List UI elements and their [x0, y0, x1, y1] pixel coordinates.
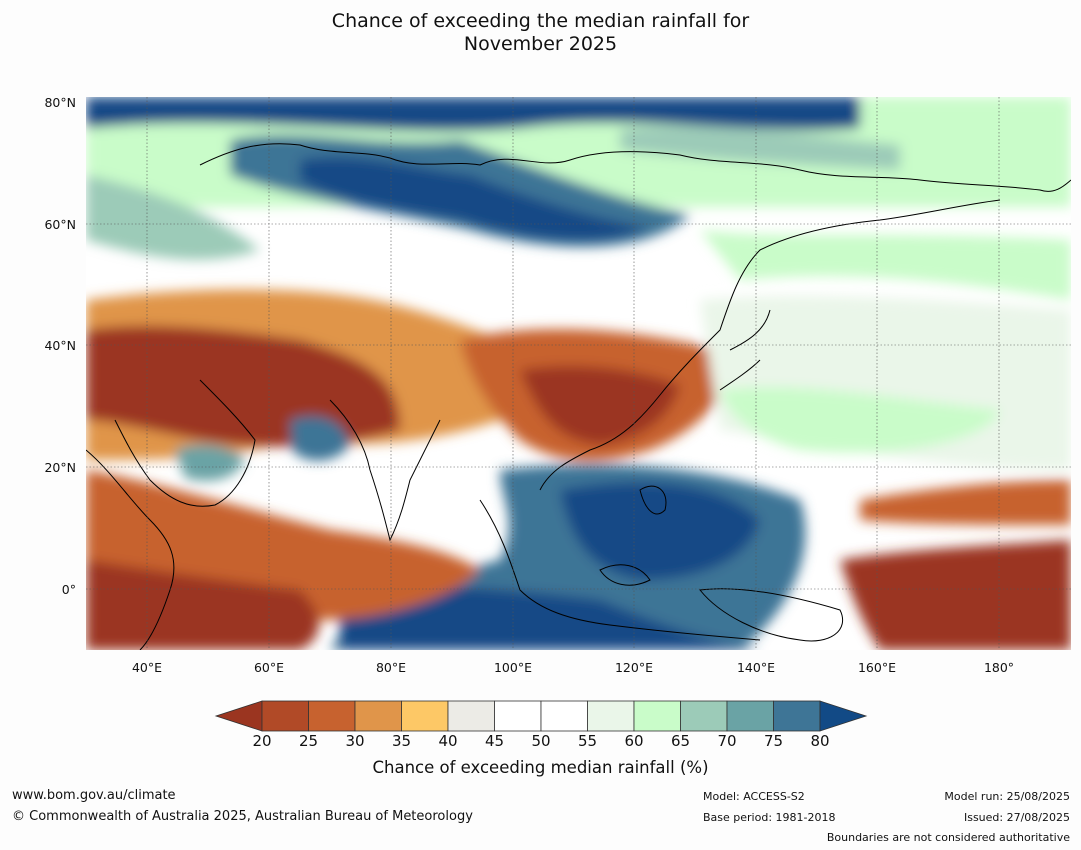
- colorbar-extend-high: [819, 700, 868, 732]
- footer-base-period: Base period: 1981-2018: [703, 811, 836, 824]
- lon-tick-160e: 160°E: [857, 660, 896, 675]
- lat-tick-0: 0°: [61, 582, 76, 597]
- footer-model-run: Model run: 25/08/2025: [944, 790, 1070, 803]
- colorbar-swatch: [494, 700, 542, 732]
- colorbar-extend-low: [214, 700, 263, 732]
- map-title-line-2: November 2025: [463, 33, 618, 55]
- colorbar-tick-label: 60: [624, 732, 644, 750]
- colorbar-swatch: [401, 700, 449, 732]
- colorbar-title: Chance of exceeding median rainfall (%): [372, 758, 709, 777]
- colorbar-tick-label: 50: [531, 732, 551, 750]
- colorbar-tick-label: 70: [717, 732, 737, 750]
- colorbar-swatch: [261, 700, 309, 732]
- colorbar-tick-label: 30: [345, 732, 365, 750]
- footer-disclaimer: Boundaries are not considered authoritat…: [826, 831, 1070, 844]
- lon-tick-80e: 80°E: [375, 660, 407, 675]
- colorbar-swatch: [587, 700, 635, 732]
- colorbar-swatch: [726, 700, 774, 732]
- lon-tick-180: 180°: [983, 660, 1015, 675]
- colorbar-tick-label: 45: [484, 732, 505, 750]
- colorbar-swatch: [447, 700, 495, 732]
- colorbar-tick-label: 25: [298, 732, 319, 750]
- map-title-line-1: Chance of exceeding the median rainfall …: [331, 10, 750, 32]
- footer-copyright: © Commonwealth of Australia 2025, Austra…: [12, 809, 473, 824]
- lat-tick-60n: 60°N: [44, 217, 76, 232]
- colorbar-tick-label: 20: [252, 732, 272, 750]
- colorbar-tick-label: 80: [810, 732, 830, 750]
- lon-tick-120e: 120°E: [614, 660, 653, 675]
- colorbar-swatch: [633, 700, 681, 732]
- colorbar-tick-label: 65: [670, 732, 691, 750]
- footer-url[interactable]: www.bom.gov.au/climate: [12, 788, 176, 803]
- lon-tick-100e: 100°E: [493, 660, 532, 675]
- colorbar-swatch: [680, 700, 728, 732]
- lat-tick-40n: 40°N: [44, 338, 76, 353]
- colorbar-swatch: [540, 700, 588, 732]
- colorbar-swatch: [773, 700, 821, 732]
- lon-tick-40e: 40°E: [131, 660, 163, 675]
- colorbar-tick-label: 40: [438, 732, 458, 750]
- lat-tick-20n: 20°N: [44, 460, 76, 475]
- colorbar-swatch: [354, 700, 402, 732]
- colorbar: [214, 700, 868, 732]
- footer-issued: Issued: 27/08/2025: [963, 811, 1070, 824]
- colorbar-swatch: [308, 700, 356, 732]
- lon-tick-60e: 60°E: [253, 660, 285, 675]
- footer-model: Model: ACCESS-S2: [703, 790, 805, 803]
- rainfall-probability-field: [86, 97, 1071, 650]
- colorbar-tick-label: 35: [391, 732, 412, 750]
- lon-tick-140e: 140°E: [736, 660, 775, 675]
- lat-tick-80n: 80°N: [44, 95, 76, 110]
- colorbar-tick-label: 75: [763, 732, 784, 750]
- colorbar-tick-label: 55: [577, 732, 598, 750]
